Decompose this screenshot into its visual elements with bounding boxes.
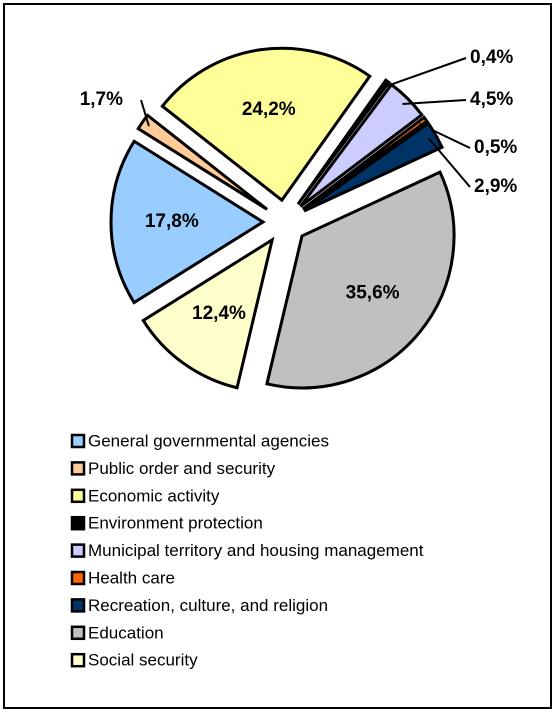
legend-swatch xyxy=(70,570,86,586)
legend-label: Public order and security xyxy=(88,459,276,478)
legend-label: Economic activity xyxy=(88,486,220,505)
legend-label: General governmental agencies xyxy=(88,431,329,450)
legend-label: Recreation, culture, and religion xyxy=(88,596,328,615)
pie-slice xyxy=(136,113,268,211)
legend-label: Environment protection xyxy=(88,514,263,533)
legend-swatch xyxy=(70,598,86,613)
legend-swatch xyxy=(70,433,86,449)
legend-swatch xyxy=(70,625,86,641)
legend-label: Social security xyxy=(88,651,198,670)
value-label: 1,7% xyxy=(80,89,123,110)
legend-swatch xyxy=(70,652,86,668)
value-label: 24,2% xyxy=(242,99,296,120)
pie-slice xyxy=(299,82,424,208)
legend-swatch xyxy=(70,488,86,504)
value-label: 4,5% xyxy=(470,89,513,110)
legend-label: Education xyxy=(88,623,164,642)
legend-swatch xyxy=(70,543,86,558)
legend-label: Health care xyxy=(88,568,175,587)
pie-slice xyxy=(109,139,266,305)
leader-line xyxy=(140,99,150,127)
value-label: 0,5% xyxy=(474,137,517,158)
value-label: 17,8% xyxy=(145,211,199,232)
pie-slice xyxy=(141,236,275,390)
leader-line xyxy=(428,138,471,188)
pie-slice xyxy=(301,115,430,211)
value-label: 0,4% xyxy=(470,47,513,68)
value-label: 35,6% xyxy=(346,283,400,304)
pie-slice xyxy=(160,46,372,203)
legend-swatch xyxy=(70,461,86,476)
pie-slice xyxy=(296,78,392,206)
value-label: 2,9% xyxy=(474,176,517,197)
value-label: 12,4% xyxy=(192,303,246,324)
leader-line xyxy=(402,99,467,106)
leader-line xyxy=(382,57,467,89)
pie-slice xyxy=(265,170,456,390)
pie-slice xyxy=(303,121,445,213)
legend-swatch xyxy=(70,515,86,531)
legend-label: Municipal territory and housing manageme… xyxy=(88,541,424,560)
